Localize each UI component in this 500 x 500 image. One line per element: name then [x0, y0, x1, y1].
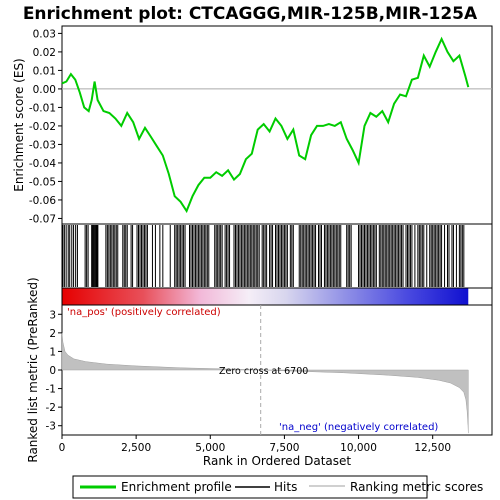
x-tick-label: 7,500	[269, 442, 299, 454]
legend-hits-label: Hits	[274, 480, 297, 494]
metric-y-tick-label: -3	[46, 421, 56, 433]
enrichment-profile-line	[61, 36, 470, 214]
es-panel-frame	[61, 25, 493, 225]
rank-color-bar	[61, 287, 493, 306]
x-axis-label: Rank in Ordered Dataset	[203, 454, 351, 468]
metric-y-tick-label: 2	[49, 328, 56, 340]
es-y-tick-label: -0.05	[29, 176, 56, 188]
legend-enrichment-label: Enrichment profile	[121, 480, 232, 494]
metric-y-tick-label: 0	[49, 365, 56, 377]
chart-title: Enrichment plot: CTCAGGG,MIR-125B,MIR-12…	[23, 4, 478, 24]
es-y-ticks: -0.07 -0.06 -0.05 -0.04 -0.03 -0.02 -0.01 0.00 0…	[29, 28, 62, 225]
es-y-tick-label: 0.02	[33, 47, 56, 59]
pos-correlated-label: 'na_pos' (positively correlated)	[67, 307, 221, 318]
es-y-tick-label: -0.04	[29, 158, 56, 170]
x-tick-label: 10,000	[340, 442, 377, 454]
metric-y-tick-label: -1	[46, 384, 56, 396]
x-tick-label: 2,500	[121, 442, 151, 454]
neg-correlated-label: 'na_neg' (negatively correlated)	[279, 422, 438, 433]
metric-y-tick-label: -2	[46, 402, 56, 414]
x-axis-ticks: 0 2,500 5,000 7,500 10,000 12,500	[59, 435, 451, 454]
metric-y-ticks: 3 2 1 0 -1 -2 -3	[46, 309, 62, 433]
legend: Enrichment profile Hits Ranking metric s…	[72, 475, 483, 499]
rank-gradient-strip	[62, 288, 469, 305]
es-y-tick-label: -0.03	[29, 139, 56, 151]
es-y-tick-label: -0.02	[29, 121, 56, 133]
metric-panel: 3 2 1 0 -1 -2 -3 'na_pos' (positively correlat…	[26, 277, 493, 463]
es-y-axis-label: Enrichment score (ES)	[12, 58, 26, 191]
es-y-tick-label: -0.07	[29, 213, 56, 225]
metric-y-axis-label: Ranked list metric (PreRanked)	[26, 277, 40, 462]
zero-cross-label: Zero cross at 6700	[219, 366, 308, 377]
x-tick-label: 5,000	[195, 442, 225, 454]
legend-metric-label: Ranking metric scores	[350, 480, 483, 494]
es-panel: -0.07 -0.06 -0.05 -0.04 -0.03 -0.02 -0.01 0.00 0…	[12, 25, 493, 225]
x-tick-label: 0	[59, 442, 66, 454]
hits-panel	[61, 223, 493, 289]
x-tick-label: 12,500	[414, 442, 451, 454]
es-y-tick-label: -0.01	[29, 102, 56, 114]
hit-marks	[62, 225, 465, 287]
es-y-tick-label: 0.00	[33, 84, 56, 96]
metric-y-tick-label: 1	[49, 346, 56, 358]
es-y-tick-label: -0.06	[29, 195, 56, 207]
es-y-tick-label: 0.01	[33, 65, 56, 77]
ranking-metric-area	[61, 332, 469, 434]
metric-y-tick-label: 3	[49, 309, 56, 321]
es-y-tick-label: 0.03	[33, 28, 56, 40]
